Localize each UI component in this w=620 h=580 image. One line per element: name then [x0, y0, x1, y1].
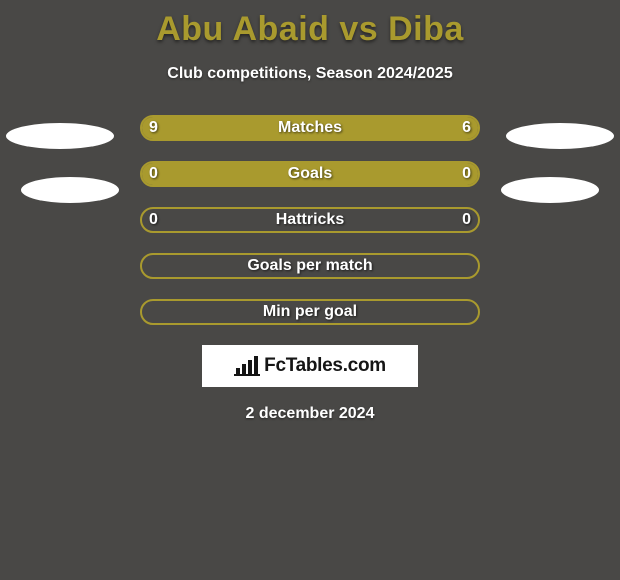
barchart-icon	[234, 356, 260, 376]
logo: FcTables.com	[234, 355, 386, 377]
bar-track: Goals	[140, 161, 480, 187]
bar-track: Matches	[140, 115, 480, 141]
bar-fill-left	[142, 163, 310, 185]
decorative-ellipse	[506, 123, 614, 149]
stats-rows: Matches96Goals00Hattricks00Goals per mat…	[0, 115, 620, 325]
logo-text: FcTables.com	[264, 355, 386, 377]
decorative-ellipse	[501, 177, 599, 203]
bar-fill-right	[310, 163, 478, 185]
bar-label: Goals per match	[142, 255, 478, 277]
value-right: 0	[462, 161, 471, 187]
logo-box: FcTables.com	[202, 345, 418, 387]
bar-label: Hattricks	[142, 209, 478, 231]
decorative-ellipse	[6, 123, 114, 149]
stat-row: Hattricks0 0	[0, 207, 620, 233]
bar-track: Goals per match	[140, 253, 480, 279]
bar-fill-right	[344, 117, 478, 139]
value-right: 0	[462, 207, 471, 233]
page-title: Abu Abaid vs Diba	[0, 0, 620, 49]
value-right: 6	[462, 115, 471, 141]
bar-fill-left	[142, 117, 344, 139]
value-left: 0	[149, 161, 158, 187]
date-text: 2 december 2024	[0, 405, 620, 423]
bar-label: Min per goal	[142, 301, 478, 323]
subtitle: Club competitions, Season 2024/2025	[0, 65, 620, 83]
stat-row: Min per goal	[0, 299, 620, 325]
bar-track: Hattricks	[140, 207, 480, 233]
stat-row: Goals per match	[0, 253, 620, 279]
decorative-ellipse	[21, 177, 119, 203]
value-left: 9	[149, 115, 158, 141]
value-left: 0	[149, 207, 158, 233]
bar-track: Min per goal	[140, 299, 480, 325]
